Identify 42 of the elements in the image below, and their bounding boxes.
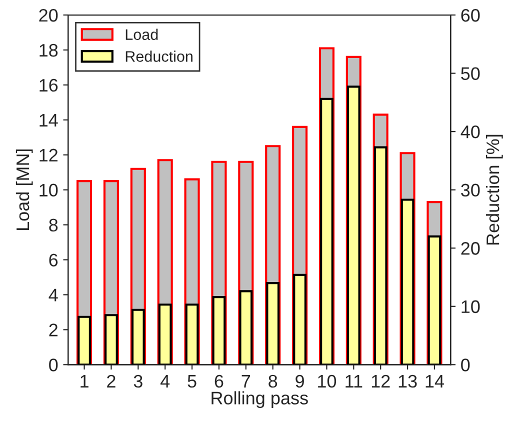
x-tick-label: 2 <box>107 374 116 388</box>
x-tick-label: 14 <box>426 375 444 388</box>
y-tick-label: 8 <box>49 218 58 232</box>
y2-axis-title: Reduction [%] <box>486 134 503 245</box>
legend-label: Reduction <box>126 50 192 62</box>
bar <box>131 308 145 365</box>
y2-tick-label: 50 <box>461 67 480 80</box>
x-tick-label: 1 <box>80 375 88 388</box>
x-tick-label: 12 <box>372 374 390 388</box>
y-tick-label: 14 <box>40 114 58 126</box>
y-tick-label: 0 <box>49 358 58 372</box>
y2-tick-label: 40 <box>460 125 480 138</box>
bar <box>185 304 199 365</box>
bar <box>104 314 118 365</box>
y-tick-label: 20 <box>39 8 58 22</box>
y2-tick-label: 10 <box>462 300 480 314</box>
y2-tick-label: 60 <box>461 8 480 22</box>
y-tick-label: 16 <box>40 78 58 92</box>
y-tick-label: 2 <box>49 324 58 336</box>
x-tick-label: 9 <box>296 374 304 388</box>
x-tick-label: 10 <box>318 374 336 388</box>
x-tick-label: 4 <box>160 375 170 388</box>
x-tick-label: 11 <box>346 375 362 388</box>
bar <box>158 304 172 365</box>
y-tick-label: 12 <box>40 148 58 162</box>
x-axis-title: Rolling pass <box>212 391 308 408</box>
y-axis-title: Load [MN] <box>16 149 33 230</box>
x-tick-label: 6 <box>214 374 224 388</box>
y-tick-label: 18 <box>40 44 58 57</box>
x-tick-label: 3 <box>134 374 142 388</box>
x-tick-label: 13 <box>398 374 417 388</box>
y2-tick-label: 20 <box>461 242 480 255</box>
x-tick-label: 7 <box>242 375 250 388</box>
y-tick-label: 4 <box>48 288 58 302</box>
y2-tick-label: 30 <box>461 184 480 197</box>
x-tick-label: 8 <box>268 374 278 388</box>
y-tick-label: 6 <box>49 254 58 266</box>
x-tick-label: 5 <box>188 375 196 388</box>
legend-label: Load <box>126 28 158 40</box>
y-tick-label: 10 <box>40 184 58 197</box>
y2-tick-label: 0 <box>461 358 470 372</box>
bar <box>78 316 91 365</box>
